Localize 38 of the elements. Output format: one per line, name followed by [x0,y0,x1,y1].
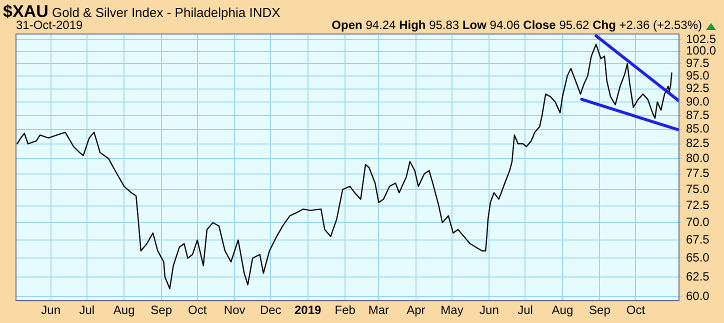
x-tick-label: Dec [260,303,282,318]
x-tick-label: Sep [589,303,611,318]
x-tick-label: Aug [113,303,135,318]
y-tick-label: 85.0 [686,122,710,136]
x-tick-label: Jun [480,303,499,318]
y-tick-label: 100.0 [686,44,716,58]
x-tick-label: Oct [188,303,208,318]
y-tick-label: 60.0 [686,288,710,303]
y-tick-label: 75.0 [686,182,710,196]
x-tick-label: May [440,303,464,318]
text: Open 94.24 High 95.83 Low 94.06 Close 95.62 Chg +2.36 (+2.53%) [332,18,702,32]
chart-subtitle: 31-Oct-2019 [16,18,83,32]
x-tick-label: Jun [41,303,61,318]
x-tick-label: Mar [368,303,390,318]
x-tick-label: Apr [406,303,426,318]
x-tick-label: Oct [626,303,646,318]
y-tick-label: 87.5 [686,108,710,122]
y-tick-label: 90.0 [686,94,710,108]
y-tick-label: 92.5 [686,81,710,96]
y-tick-label: 72.5 [686,198,710,212]
y-tick-label: 82.5 [686,136,710,150]
y-tick-label: 70.0 [686,214,710,229]
y-tick-label: 65.0 [686,250,710,264]
y-tick-label: 77.5 [686,166,710,180]
x-tick-label: Jul [518,303,533,318]
x-tick-label: Feb [334,303,356,318]
x-tick-label: Sep [150,303,172,318]
y-tick-label: 67.5 [686,232,710,246]
y-tick-label: 62.5 [686,269,710,284]
y-tick-label: 97.5 [686,56,710,70]
chart-title: $XAU Gold & Silver Index - Philadelphia INDX [3,2,280,21]
y-tick-label: 80.0 [686,150,710,165]
y-tick-label: 95.0 [686,68,710,82]
x-tick-label: Jul [79,303,95,318]
x-tick-label: 2019 [294,303,322,318]
x-tick-label: Aug [552,303,574,318]
x-tick-label: Nov [224,303,246,318]
y-tick-label: 102.5 [686,32,716,46]
